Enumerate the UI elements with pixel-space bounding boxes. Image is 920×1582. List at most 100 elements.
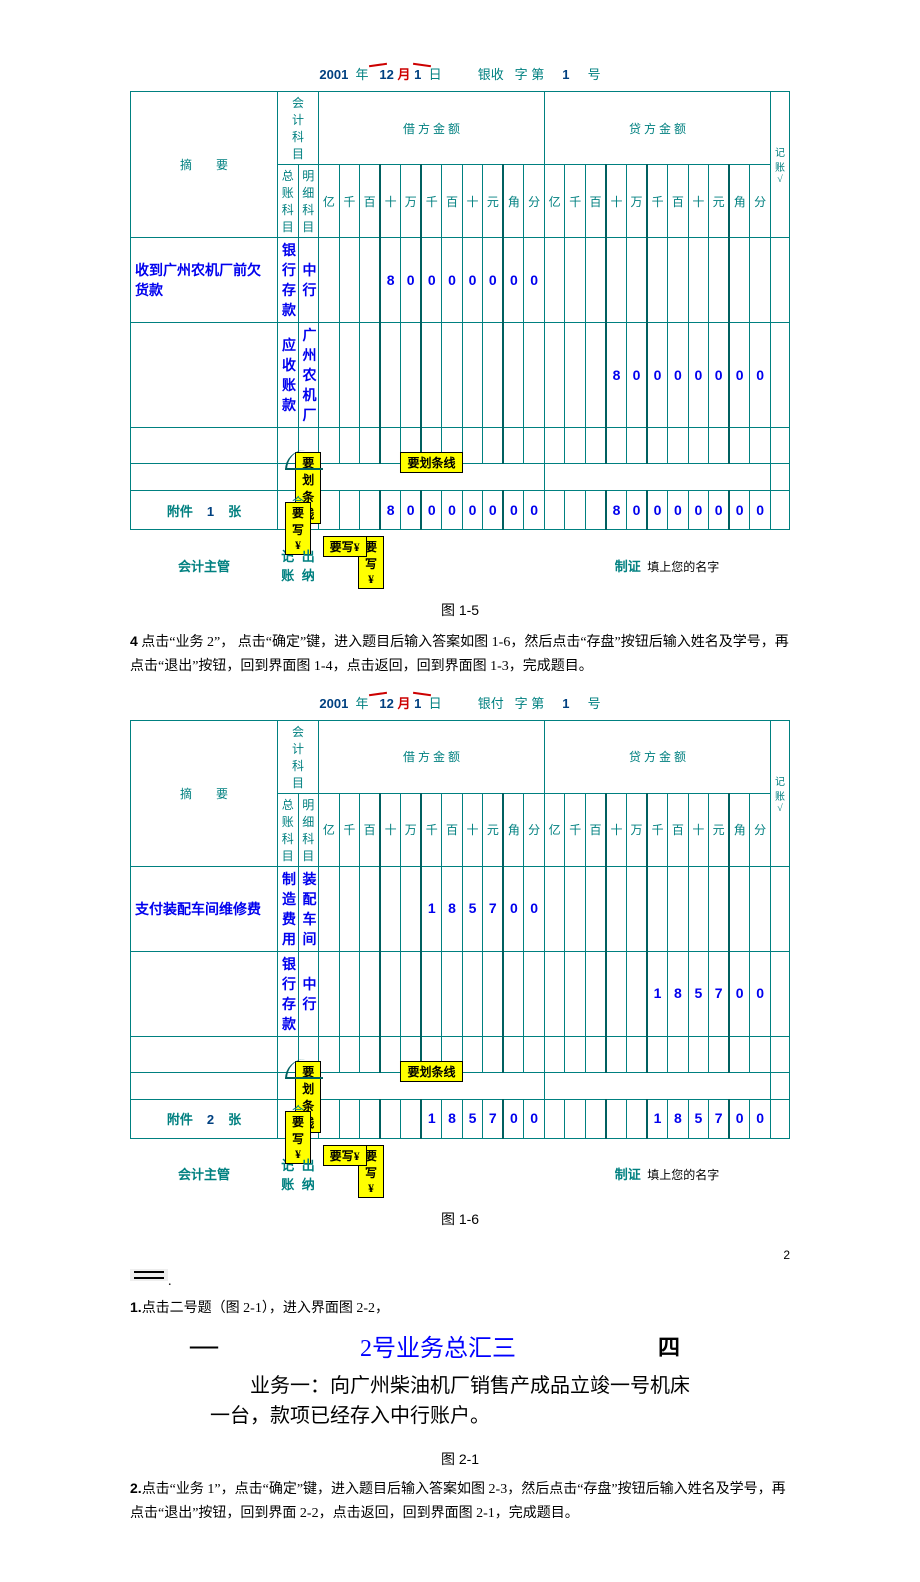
digit-cell bbox=[565, 428, 586, 464]
digit-cell bbox=[544, 951, 565, 1036]
digit-cell bbox=[709, 238, 730, 323]
digit-cell bbox=[462, 323, 483, 428]
digit-cell bbox=[585, 866, 606, 951]
digit-cell bbox=[524, 428, 545, 464]
unit-cell: 百 bbox=[585, 793, 606, 866]
digit-cell bbox=[339, 951, 360, 1036]
digit-cell: 0 bbox=[524, 491, 545, 530]
digit-cell: 0 bbox=[442, 238, 463, 323]
digit-cell bbox=[668, 866, 689, 951]
annot-draw-line-2: 要划条线 bbox=[400, 452, 462, 473]
digit-cell bbox=[319, 866, 340, 951]
unit-cell: 十 bbox=[688, 793, 709, 866]
digit-cell bbox=[360, 1099, 381, 1138]
digit-cell: 8 bbox=[668, 951, 689, 1036]
digit-cell bbox=[360, 951, 381, 1036]
digit-cell: 0 bbox=[709, 491, 730, 530]
digit-cell bbox=[380, 1099, 401, 1138]
digit-cell bbox=[483, 1036, 504, 1072]
unit-cell: 元 bbox=[709, 793, 730, 866]
voucher-table: 摘 要 会 计 科 目 借 方 金 额 贷 方 金 额 记账√ 总 账 科 目 … bbox=[130, 91, 790, 586]
digit-cell bbox=[606, 428, 627, 464]
unit-cell: 十 bbox=[380, 165, 401, 238]
caption-2-1: 图 2-1 bbox=[130, 1449, 790, 1469]
row-acct2: 中行 bbox=[303, 262, 317, 298]
digit-cell bbox=[585, 1036, 606, 1072]
digit-cell: 0 bbox=[688, 323, 709, 428]
unit-cell: 分 bbox=[750, 793, 771, 866]
digit-cell bbox=[503, 428, 524, 464]
digit-cell bbox=[565, 1099, 586, 1138]
digit-cell bbox=[565, 238, 586, 323]
digit-cell bbox=[627, 1099, 648, 1138]
voucher1-header: 2001 年 12 月 1 日 银收 字 第 1 号 bbox=[130, 60, 790, 91]
unit-cell: 亿 bbox=[319, 793, 340, 866]
digit-cell bbox=[544, 1036, 565, 1072]
unit-cell: 十 bbox=[688, 165, 709, 238]
digit-cell: 8 bbox=[668, 1099, 689, 1138]
digit-cell: 0 bbox=[750, 1099, 771, 1138]
unit-cell: 万 bbox=[627, 165, 648, 238]
unit-cell: 百 bbox=[668, 793, 689, 866]
digit-cell: 0 bbox=[668, 323, 689, 428]
digit-cell: 0 bbox=[462, 491, 483, 530]
digit-cell bbox=[585, 238, 606, 323]
digit-cell bbox=[462, 951, 483, 1036]
v1-month: 12 bbox=[379, 67, 393, 82]
digit-cell bbox=[360, 491, 381, 530]
col-jz: 记账√ bbox=[771, 720, 790, 866]
page-number: 2 bbox=[783, 1248, 790, 1262]
digit-cell bbox=[380, 866, 401, 951]
q2-title: 2号业务总汇三 bbox=[360, 1328, 516, 1363]
digit-cell: 0 bbox=[524, 238, 545, 323]
digit-cell: 0 bbox=[503, 491, 524, 530]
attach-cell: 附件2张 bbox=[131, 1099, 278, 1138]
digit-cell bbox=[627, 238, 648, 323]
digit-cell: 5 bbox=[688, 1099, 709, 1138]
digit-cell bbox=[319, 1099, 340, 1138]
digit-cell: 0 bbox=[503, 866, 524, 951]
v1-type: 银收 bbox=[478, 67, 504, 82]
unit-cell: 分 bbox=[750, 165, 771, 238]
digit-cell bbox=[339, 238, 360, 323]
digit-cell bbox=[360, 323, 381, 428]
digit-cell bbox=[606, 951, 627, 1036]
caption-1-6: 图 1-6 bbox=[130, 1209, 790, 1229]
col-jz: 记账√ bbox=[771, 92, 790, 238]
digit-cell: 0 bbox=[729, 951, 750, 1036]
digit-cell: 0 bbox=[483, 491, 504, 530]
v1-year-lbl: 年 bbox=[356, 67, 369, 82]
footer-supervisor: 会计主管 bbox=[131, 1138, 278, 1195]
row-acct1: 银行存款 bbox=[282, 956, 296, 1032]
digit-cell: 0 bbox=[750, 491, 771, 530]
digit-cell bbox=[544, 428, 565, 464]
digit-cell bbox=[729, 1036, 750, 1072]
row-summary: 收到广州农机厂前欠货款 bbox=[135, 262, 261, 298]
digit-cell: 8 bbox=[442, 1099, 463, 1138]
row-acct1: 制造费用 bbox=[282, 871, 296, 947]
digit-cell bbox=[585, 491, 606, 530]
digit-cell bbox=[401, 1099, 422, 1138]
digit-cell: 1 bbox=[647, 951, 668, 1036]
digit-cell: 8 bbox=[606, 491, 627, 530]
unit-cell: 十 bbox=[380, 793, 401, 866]
v1-day: 1 bbox=[414, 67, 421, 82]
digit-cell: 8 bbox=[442, 866, 463, 951]
row-summary: 支付装配车间维修费 bbox=[135, 901, 261, 917]
footer-preparer: 制证 填上您的名字 bbox=[544, 530, 789, 587]
digit-cell bbox=[668, 1036, 689, 1072]
digit-cell: 0 bbox=[647, 491, 668, 530]
voucher-row: 收到广州农机厂前欠货款 银行存款 中行 80000000 bbox=[131, 238, 790, 323]
digit-cell bbox=[647, 238, 668, 323]
digit-cell bbox=[585, 428, 606, 464]
digit-cell: 7 bbox=[483, 1099, 504, 1138]
question-2-block: — 2号业务总汇三 四 业务一：向广州柴油机厂销售产成品立竣一号机床一台，款项已… bbox=[190, 1328, 710, 1435]
col-credit: 贷 方 金 额 bbox=[544, 720, 770, 793]
unit-cell: 万 bbox=[627, 793, 648, 866]
q2-right: 四 bbox=[658, 1330, 680, 1362]
digit-cell bbox=[750, 1036, 771, 1072]
digit-cell bbox=[544, 323, 565, 428]
digit-cell: 0 bbox=[503, 238, 524, 323]
digit-cell bbox=[380, 1036, 401, 1072]
digit-cell bbox=[319, 238, 340, 323]
